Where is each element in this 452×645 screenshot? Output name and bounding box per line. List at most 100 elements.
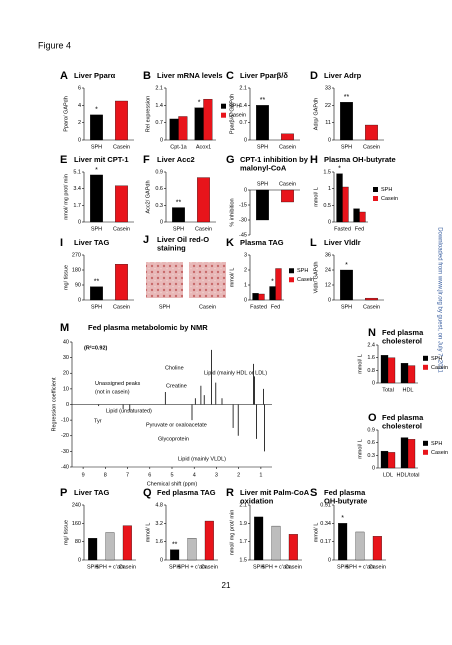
y-tick-label: 0 [244, 297, 247, 303]
bar [258, 293, 265, 301]
panel-title: Liver TAG [74, 488, 109, 497]
bar [105, 532, 115, 561]
bar [407, 439, 416, 469]
y-tick-label: 2.1 [239, 85, 247, 91]
y-axis-label: mg/ tissue [63, 265, 69, 290]
y-tick-label: 3 [244, 252, 247, 258]
bar [197, 177, 210, 223]
bar [342, 186, 349, 223]
legend-label: Casein [431, 450, 448, 456]
x-tick-label: SPH [337, 564, 348, 570]
y-axis-label: Rel expression [145, 96, 151, 132]
y-tick-label: 2.1 [155, 85, 163, 91]
legend-swatch [289, 277, 294, 283]
y-tick-label: 24 [325, 267, 331, 273]
panel-title: Liver Adrp [324, 71, 362, 80]
annotation: Pyruvate or oxaloacetate [146, 422, 207, 428]
y-axis-label: nmol/ mg prot/ min [229, 510, 235, 556]
micrograph-image [189, 262, 226, 298]
bar [340, 102, 353, 141]
y-tick-label: 1.5 [323, 169, 331, 175]
y-tick-label: 80 [75, 539, 81, 545]
bar [365, 297, 378, 301]
y-tick-label: 36 [325, 252, 331, 258]
bar [203, 98, 213, 141]
x-tick-label: 2 [237, 472, 240, 478]
legend-label: Casein [297, 277, 314, 283]
bar [407, 365, 416, 384]
y-tick-label: 0 [160, 557, 163, 563]
y-tick-label: 0.6 [367, 440, 375, 446]
x-tick-label: Casein [201, 564, 218, 570]
y-tick-label: 4.8 [155, 502, 163, 508]
y-axis-label: mmol/ L [313, 523, 319, 543]
y-axis-label: Acc2/ GAPdh [145, 180, 151, 213]
panel-title: Fed plasma OH-butyrate [324, 488, 367, 506]
bar [256, 189, 269, 221]
panel-letter: L [310, 237, 317, 249]
y-tick-label: 0 [78, 557, 81, 563]
x-tick-label: 3 [215, 472, 218, 478]
bar [170, 549, 180, 561]
annotation: Lipid (mainly VLDL) [178, 456, 226, 462]
y-tick-label: 0 [328, 557, 331, 563]
bar [90, 286, 103, 301]
y-tick-label: 6 [78, 85, 81, 91]
y-tick-label: 20 [63, 371, 69, 377]
y-axis-label: mg/ tissue [63, 520, 69, 545]
y-tick-label: 0 [160, 137, 163, 143]
annotation: Lipid (unsaturated) [106, 408, 152, 414]
page-number: 21 [222, 581, 231, 590]
x-tick-label: SPH + c'am [345, 564, 374, 570]
legend-swatch [373, 187, 378, 192]
x-tick-label: Casein [195, 226, 212, 232]
bar [387, 452, 396, 469]
y-tick-label: 0 [78, 219, 81, 225]
panel-letter: P [60, 487, 67, 499]
legend-swatch [289, 268, 294, 274]
x-tick-label: 1 [259, 472, 262, 478]
panel-title: Liver mRNA levels [157, 71, 223, 80]
y-tick-label: 0 [244, 137, 247, 143]
significance: ** [344, 94, 350, 101]
bar [355, 531, 365, 561]
y-tick-label: 2.4 [367, 342, 375, 348]
y-axis-label: nmol/ mg prot/ min [63, 174, 69, 220]
panel-title: Fed plasma cholesterol [382, 328, 425, 346]
x-tick-label: Fed [271, 304, 280, 310]
y-tick-label: 0.5 [323, 203, 331, 209]
y-axis-label: mmol/ L [145, 523, 151, 543]
x-tick-label: 4 [193, 472, 196, 478]
y-tick-label: -20 [61, 433, 69, 439]
panel-title: Fed plasma metabolomic by NMR [88, 323, 208, 332]
panel-letter: E [60, 154, 67, 166]
annotation: Tyr [94, 418, 102, 424]
y-tick-label: -30 [239, 217, 247, 223]
panel-letter: Q [143, 487, 152, 499]
x-tick-label: Fasted [334, 226, 351, 232]
y-tick-label: 0 [160, 219, 163, 225]
x-tick-label: SPH [169, 564, 180, 570]
x-tick-label: Casein [279, 144, 296, 150]
y-tick-label: 0.51 [320, 502, 331, 508]
x-tick-label: Cpt-1a [170, 144, 187, 150]
panel-title: Liver Pparβ/δ [240, 71, 288, 80]
legend-label: SPH [431, 441, 442, 447]
panel-letter: C [226, 70, 234, 82]
bar [256, 105, 269, 141]
panel-letter: A [60, 70, 68, 82]
x-tick-label: Acox1 [196, 144, 211, 150]
image-label: Casein [199, 304, 216, 310]
y-tick-label: 240 [72, 502, 81, 508]
bar [115, 264, 128, 301]
y-tick-label: 0.7 [155, 120, 163, 126]
panel-title: Fed plasma TAG [157, 488, 216, 497]
panel-letter: F [143, 154, 150, 166]
y-tick-label: 10 [63, 386, 69, 392]
significance: * [271, 278, 274, 285]
legend-label: Casein [381, 196, 398, 202]
y-tick-label: 0.9 [155, 169, 163, 175]
y-tick-label: 22 [325, 103, 331, 109]
y-tick-label: 1.7 [239, 539, 247, 545]
